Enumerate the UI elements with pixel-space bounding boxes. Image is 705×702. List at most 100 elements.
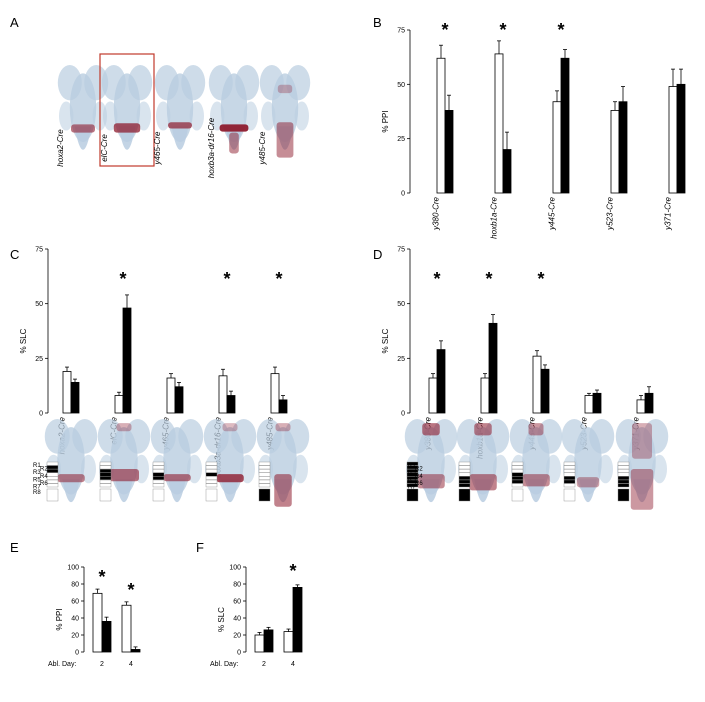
rhombomere-box (617, 465, 630, 470)
bar-ablated (560, 57, 570, 194)
stain-band (109, 469, 139, 482)
y-tick-label: 40 (71, 616, 79, 623)
bar-ablated (488, 322, 498, 414)
rhombomere-box (511, 476, 524, 480)
significance-star: * (557, 20, 564, 40)
category-label: 4 (129, 661, 133, 668)
significance-star: * (499, 20, 506, 40)
construct-label: hoxa2-Cre (56, 129, 65, 167)
construct-label: y485-Cre (258, 131, 267, 165)
rhombomere-label: R7 (33, 485, 41, 491)
significance-star: * (275, 269, 282, 289)
rhombomere-box (511, 465, 524, 470)
brain-wing (156, 101, 171, 131)
stain-band (229, 132, 239, 154)
significance-star: * (433, 269, 440, 289)
rhombomere-box (617, 476, 630, 480)
stain-band (630, 469, 654, 510)
rhombomere-label: R1 (408, 463, 416, 469)
brain-wing (243, 101, 258, 131)
y-tick-label: 25 (397, 356, 405, 363)
bar-control (254, 634, 265, 653)
rhombomere-box (406, 476, 419, 480)
stain-band (522, 474, 550, 487)
stain-band (276, 122, 294, 158)
bar-control (668, 86, 678, 194)
panel-letter-d: D (373, 247, 382, 262)
construct-label: y465-Cre (153, 131, 162, 165)
rhombomere-box (205, 483, 218, 488)
category-label: hoxb1a-Cre (489, 196, 498, 238)
rhombomere-box (617, 479, 630, 484)
category-label: y371-Cre (663, 196, 672, 230)
category-label: 4 (291, 661, 295, 668)
brain-hindbrain (171, 126, 189, 150)
rhombomere-box (99, 488, 112, 502)
bar-control (552, 101, 562, 194)
x-axis-prefix-label: Abl. Day: (210, 661, 238, 668)
highlight-box (99, 53, 155, 167)
brain-hindbrain (633, 479, 651, 503)
brain-image (203, 419, 257, 503)
y-tick-label: 20 (71, 633, 79, 640)
y-tick-label: 20 (233, 633, 241, 640)
rhombomere-box (617, 488, 630, 502)
rhombomere-label: R8 (408, 490, 416, 496)
y-tick-label: 50 (397, 301, 405, 308)
category-label: y523-Cre (605, 196, 614, 230)
rhombomere-label: R8 (33, 490, 41, 496)
bar-control (532, 355, 542, 414)
brain-wing (187, 454, 202, 484)
rhombomere-box (205, 476, 218, 480)
rhombomere-box (205, 488, 218, 502)
rhombomere-box (458, 461, 471, 466)
rhombomere-box (258, 488, 271, 502)
rhombomere-box (258, 469, 271, 473)
rhombomere-box (406, 483, 419, 488)
rhombomere-label: R3 (408, 470, 416, 476)
rhombomere-box (205, 465, 218, 470)
brain-wing (598, 454, 613, 484)
bar-control (610, 110, 620, 194)
bar-control (121, 604, 132, 653)
chart-e: 0 20 40 60 80 100 % PPI * 2 * 4 Abl. Day: (48, 565, 141, 668)
bar-control (480, 377, 490, 414)
significance-star: * (537, 269, 544, 289)
rhombomere-box (46, 465, 59, 470)
rhombomere-box (511, 488, 524, 502)
stain-band (113, 123, 141, 133)
rhombomere-box (617, 483, 630, 488)
y-axis-label: % SLC (19, 328, 28, 353)
y-tick-label: 0 (39, 411, 43, 418)
rhombomere-box (458, 488, 471, 502)
rhombomere-box (99, 479, 112, 484)
rhombomere-box (152, 476, 165, 480)
brain-image (154, 65, 206, 150)
bar-ablated (436, 349, 446, 414)
rhombomere-box (99, 465, 112, 470)
rhombomere-box (46, 483, 59, 488)
panel-letter-b: B (373, 15, 382, 30)
brain-image (57, 65, 109, 150)
y-axis-label: % PPI (55, 608, 64, 630)
rhombomere-box (406, 465, 419, 470)
brain-image (101, 65, 153, 150)
rhombomere-box (511, 469, 524, 473)
rhombomere-box (205, 461, 218, 466)
y-tick-label: 75 (35, 247, 43, 254)
bar-ablated (70, 381, 80, 414)
brain-wing (294, 101, 309, 131)
category-label: y445-Cre (547, 196, 556, 230)
rhombomere-label: R5 (408, 477, 416, 483)
stain-band (277, 84, 293, 94)
stain-band (57, 474, 85, 483)
rhombomere-box (258, 483, 271, 488)
chart-b: 0 25 50 75 % PPI * y380-Cre * hoxb1a-Cre * y445-Cr… (381, 20, 686, 239)
rhombomere-box (511, 472, 524, 477)
stain-band (474, 423, 492, 436)
rhombomere-box (458, 476, 471, 480)
construct-label: elC-Cre (100, 134, 109, 162)
rhombomere-box (511, 461, 524, 466)
significance-star: * (119, 269, 126, 289)
